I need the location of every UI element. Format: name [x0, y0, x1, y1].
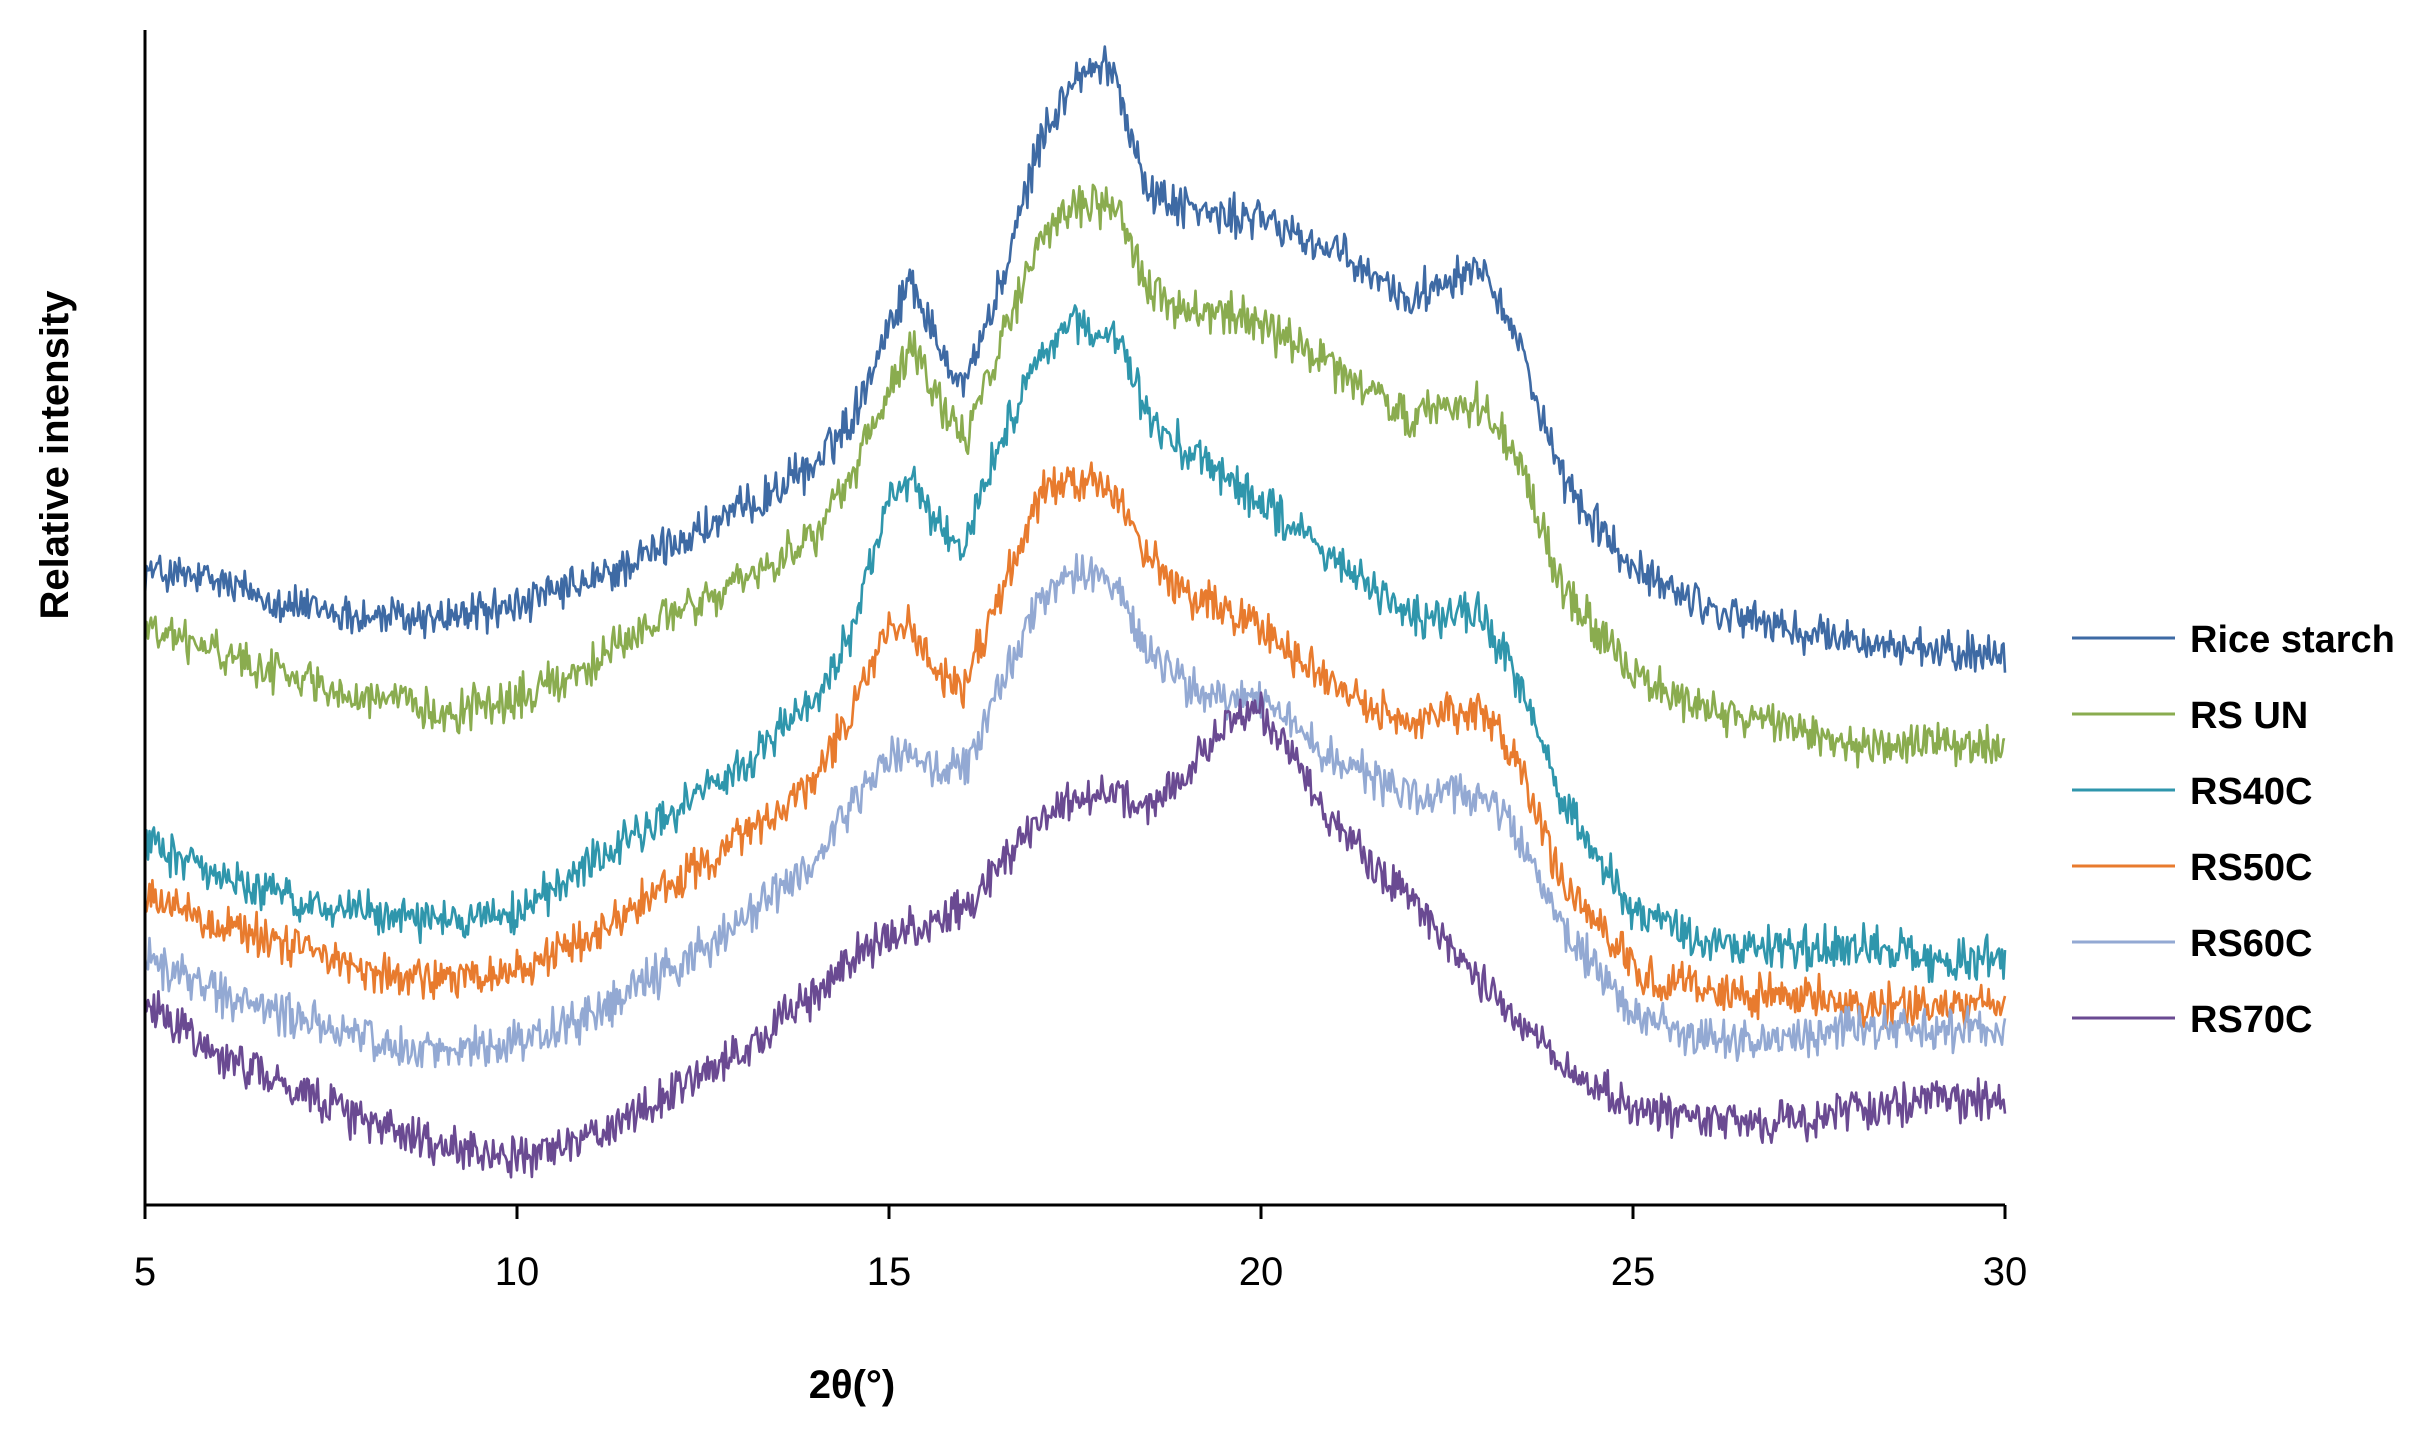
legend-entry: Rice starch: [2072, 619, 2395, 661]
legend-label: RS60C: [2190, 923, 2313, 965]
series-line-rs70c: [143, 691, 2007, 1179]
series-line-rs60c: [143, 553, 2007, 1069]
series-line-rs-un: [143, 183, 2006, 769]
legend-label: Rice starch: [2190, 619, 2395, 661]
x-tick-label: 25: [1611, 1250, 1656, 1294]
x-tick-label: 10: [495, 1250, 540, 1294]
legend-entry: RS70C: [2072, 999, 2313, 1041]
x-tick-label: 20: [1239, 1250, 1284, 1294]
legend-entry: RS UN: [2072, 695, 2308, 737]
legend-entry: RS40C: [2072, 771, 2313, 813]
x-tick-label: 5: [134, 1250, 156, 1294]
x-tick-labels: 5 10 15 20 25 30: [134, 1250, 2027, 1294]
legend-label: RS50C: [2190, 847, 2313, 889]
series-line-rs40c: [143, 304, 2007, 984]
legend-label: RS70C: [2190, 999, 2313, 1041]
y-axis-title: Relative intensity: [33, 290, 77, 620]
legend: Rice starch RS UN RS40C RS50C RS60C RS70C: [2072, 619, 2395, 1041]
legend-label: RS UN: [2190, 695, 2308, 737]
x-tick-label: 30: [1983, 1250, 2028, 1294]
legend-label: RS40C: [2190, 771, 2313, 813]
legend-entry: RS60C: [2072, 923, 2313, 965]
series-line-rice-starch: [143, 45, 2007, 673]
x-ticks: [143, 1205, 2007, 1219]
series-line-rs50c: [143, 461, 2007, 1030]
legend-entry: RS50C: [2072, 847, 2313, 889]
series-layer: [143, 45, 2007, 1179]
x-axis-title: 2θ(°): [809, 1363, 896, 1407]
x-tick-label: 15: [867, 1250, 912, 1294]
